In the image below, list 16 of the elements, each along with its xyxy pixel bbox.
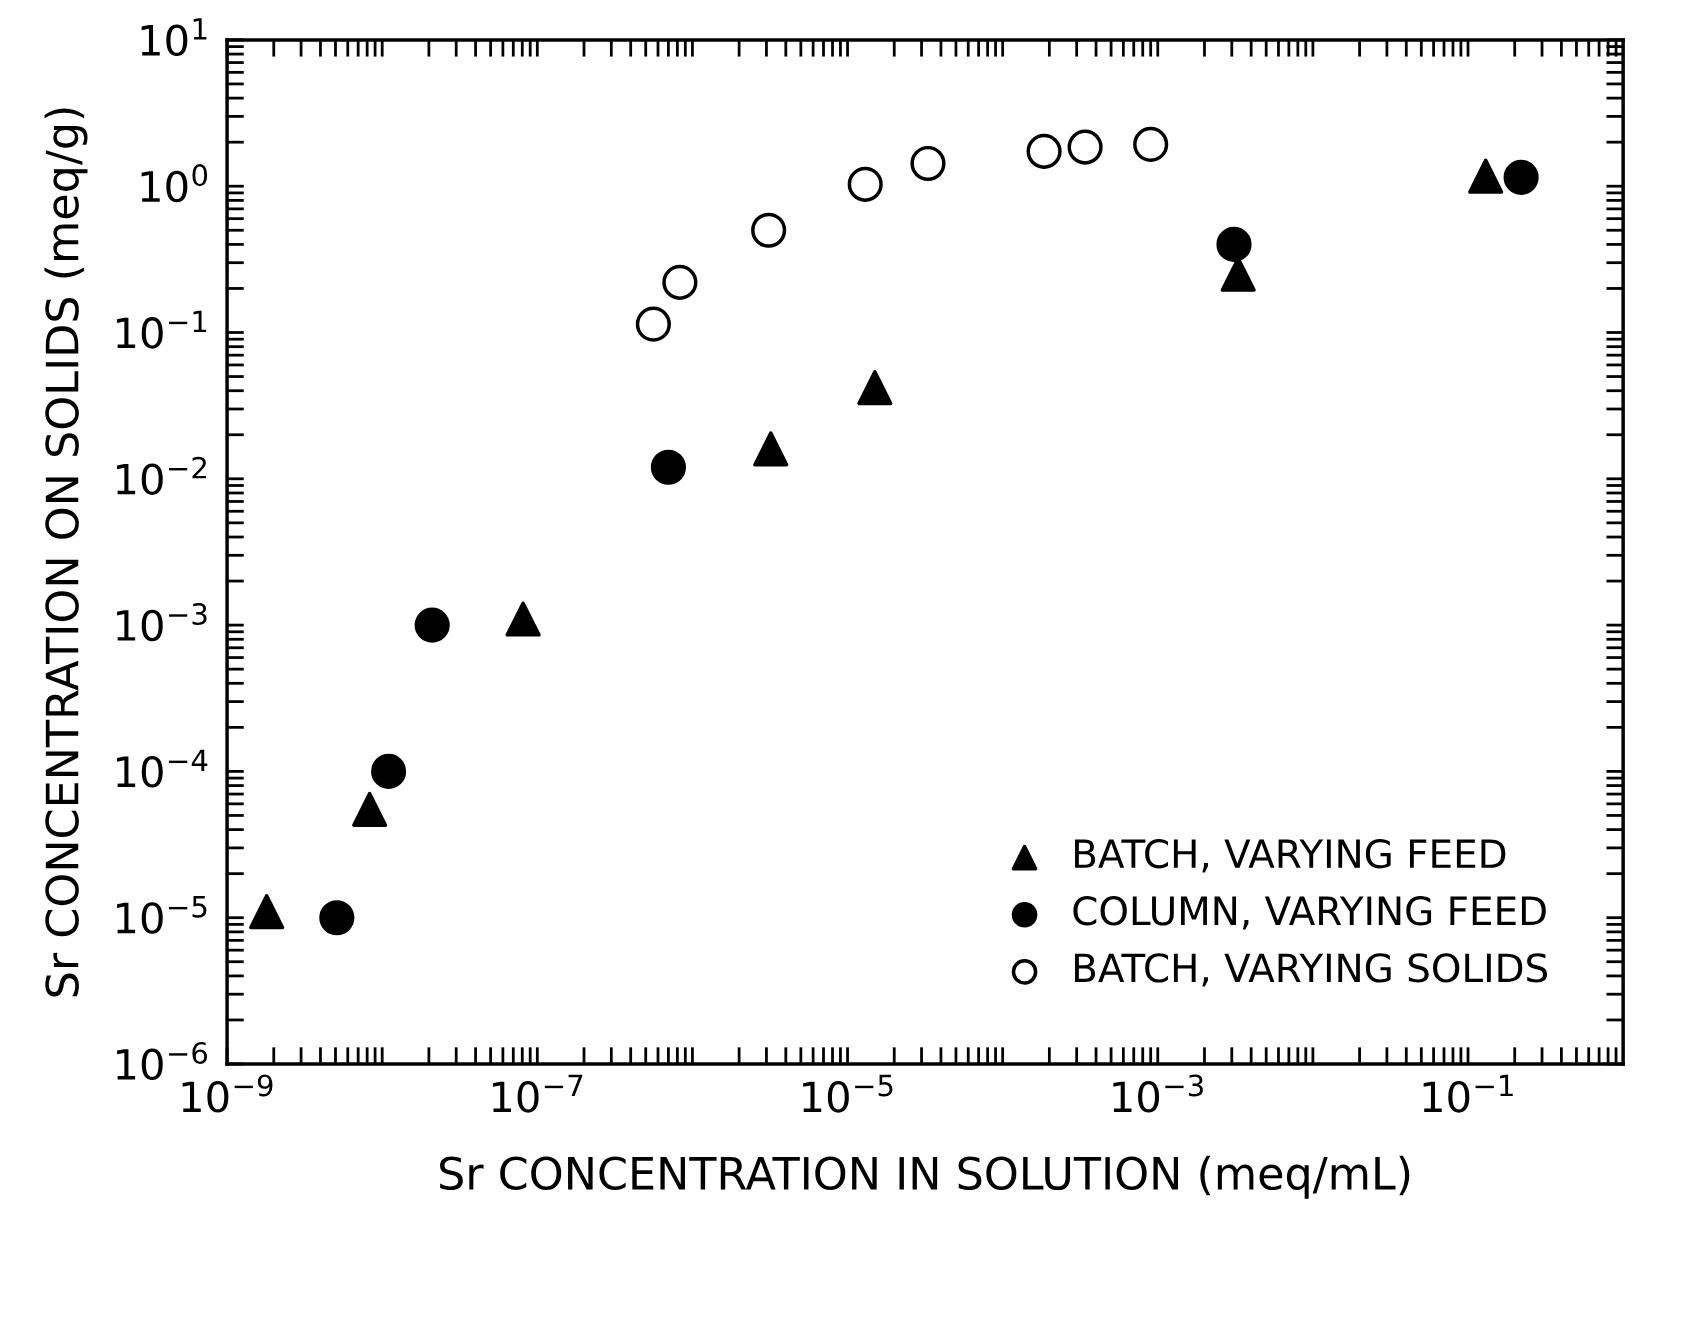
x-tick-label: 10$^{−1}$ <box>1423 1074 1513 1113</box>
y-tick-label: 10$^{0}$ <box>141 164 208 203</box>
y-tick-label: 10$^{−1}$ <box>117 310 207 349</box>
y-tick-label: 10$^{1}$ <box>141 18 207 57</box>
x-axis-title: Sr CONCENTRATION IN SOLUTION (meq/mL) <box>440 1155 1410 1199</box>
y-tick-label: 10$^{−3}$ <box>117 603 207 642</box>
x-tick-label: 10$^{−7}$ <box>492 1074 583 1113</box>
legend-label: BATCH, VARYING SOLIDS <box>1075 953 1548 987</box>
y-tick-label: 10$^{−2}$ <box>117 456 206 495</box>
x-tick-label: 10$^{−5}$ <box>803 1074 893 1113</box>
y-tick-label: 10$^{−5}$ <box>117 896 207 934</box>
y-axis-title: Sr CONCENTRATION ON SOLIDS (meq/g) <box>44 108 88 997</box>
legend-label: COLUMN, VARYING FEED <box>1073 896 1546 930</box>
y-tick-label: 10$^{−4}$ <box>117 749 208 788</box>
legend-label: BATCH, VARYING FEED <box>1075 839 1506 873</box>
x-tick-label: 10$^{−3}$ <box>1113 1074 1203 1113</box>
